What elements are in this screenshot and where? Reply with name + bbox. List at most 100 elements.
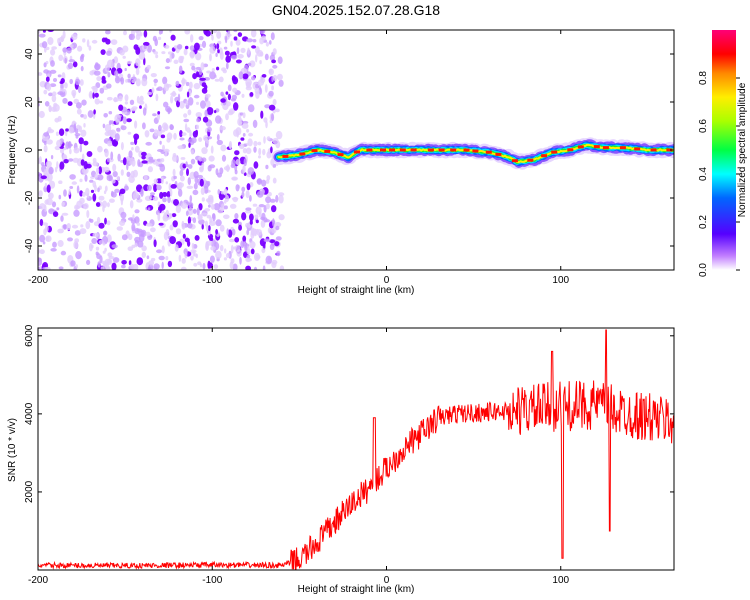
noise-dot — [48, 166, 54, 175]
noise-dot — [102, 263, 108, 270]
noise-dot — [180, 157, 186, 160]
noise-dot — [215, 250, 222, 259]
noise-dot — [62, 55, 68, 64]
noise-dot — [232, 177, 237, 181]
noise-dot — [199, 178, 204, 187]
noise-dot — [164, 44, 170, 49]
noise-dot — [252, 119, 258, 128]
noise-dot — [200, 100, 206, 109]
noise-dot — [119, 49, 125, 56]
noise-dot — [241, 122, 249, 129]
noise-dot — [97, 187, 100, 193]
noise-dot — [255, 54, 258, 63]
noise-dot — [184, 45, 189, 50]
noise-dot — [210, 204, 215, 210]
noise-dot — [104, 37, 108, 41]
noise-dot — [193, 253, 198, 257]
noise-dot — [80, 224, 84, 228]
noise-dot — [187, 216, 191, 225]
noise-dot — [61, 212, 69, 216]
noise-dot — [161, 192, 168, 197]
noise-dot — [172, 154, 178, 162]
noise-dot — [197, 261, 202, 266]
noise-dot — [141, 251, 146, 258]
noise-dot — [43, 185, 48, 193]
noise-dot — [48, 105, 52, 113]
noise-dot — [77, 45, 83, 52]
noise-dot — [160, 134, 166, 139]
noise-dot — [270, 32, 275, 41]
noise-dot — [154, 129, 159, 137]
noise-dot — [254, 214, 259, 219]
noise-dot — [38, 190, 43, 198]
noise-dot — [160, 30, 164, 35]
noise-dot — [243, 158, 247, 167]
noise-dot — [246, 128, 250, 133]
noise-dot — [114, 114, 121, 123]
noise-dot — [251, 228, 257, 236]
noise-dot — [105, 30, 111, 35]
noise-dot — [272, 64, 278, 69]
noise-dot — [111, 139, 117, 147]
noise-dot — [146, 255, 150, 260]
noise-dot — [182, 223, 186, 230]
noise-dot — [220, 144, 227, 152]
noise-dot — [102, 250, 106, 254]
noise-dot — [232, 87, 238, 93]
noise-dot — [106, 83, 112, 89]
noise-dot — [62, 47, 68, 53]
noise-dot — [95, 62, 99, 67]
noise-dot — [190, 149, 194, 155]
noise-dot — [269, 198, 276, 203]
noise-dot — [64, 82, 68, 89]
ridge-peak — [324, 149, 331, 153]
noise-dot — [165, 256, 169, 261]
noise-dot — [146, 184, 152, 191]
noise-dot — [228, 238, 235, 243]
noise-dot — [146, 64, 151, 70]
noise-dot — [133, 133, 140, 140]
noise-dot — [192, 217, 197, 224]
noise-dot — [75, 102, 82, 109]
noise-dot — [201, 197, 205, 202]
noise-dot — [240, 240, 245, 249]
colorbar-ticks: 0.0 0.2 0.4 0.6 0.8 — [698, 71, 740, 277]
noise-dot — [198, 69, 203, 76]
noise-dot — [272, 218, 275, 227]
noise-dot — [178, 188, 183, 197]
noise-dot — [266, 175, 271, 181]
noise-dot — [221, 67, 227, 72]
noise-dot — [134, 30, 139, 34]
noise-dot — [53, 104, 60, 112]
noise-dot — [104, 185, 108, 192]
noise-dot — [160, 158, 165, 163]
bottom-x-axis-label: Height of straight line (km) — [298, 584, 415, 595]
noise-dot — [236, 249, 242, 257]
noise-dot — [114, 76, 121, 84]
noise-dot — [106, 59, 114, 68]
noise-dot — [132, 214, 135, 221]
noise-dot — [163, 101, 169, 108]
noise-dot — [143, 175, 148, 180]
noise-dot — [179, 169, 184, 177]
noise-dot — [274, 221, 282, 228]
noise-dot — [247, 47, 250, 55]
noise-dot — [209, 220, 216, 226]
noise-dot — [154, 38, 158, 47]
noise-dot — [260, 77, 266, 84]
noise-dot — [110, 39, 118, 45]
noise-dot — [48, 92, 53, 97]
noise-dot — [211, 34, 214, 41]
noise-dot — [45, 46, 50, 51]
noise-dot — [265, 164, 269, 170]
noise-dot — [136, 257, 144, 266]
noise-dot — [189, 195, 193, 203]
noise-dot — [99, 87, 105, 94]
noise-dot — [260, 110, 264, 119]
noise-dot — [102, 204, 105, 213]
noise-dot — [247, 62, 252, 66]
noise-dot — [79, 228, 87, 235]
noise-dot — [40, 175, 47, 180]
noise-dot — [232, 76, 239, 85]
noise-dot — [248, 132, 254, 137]
